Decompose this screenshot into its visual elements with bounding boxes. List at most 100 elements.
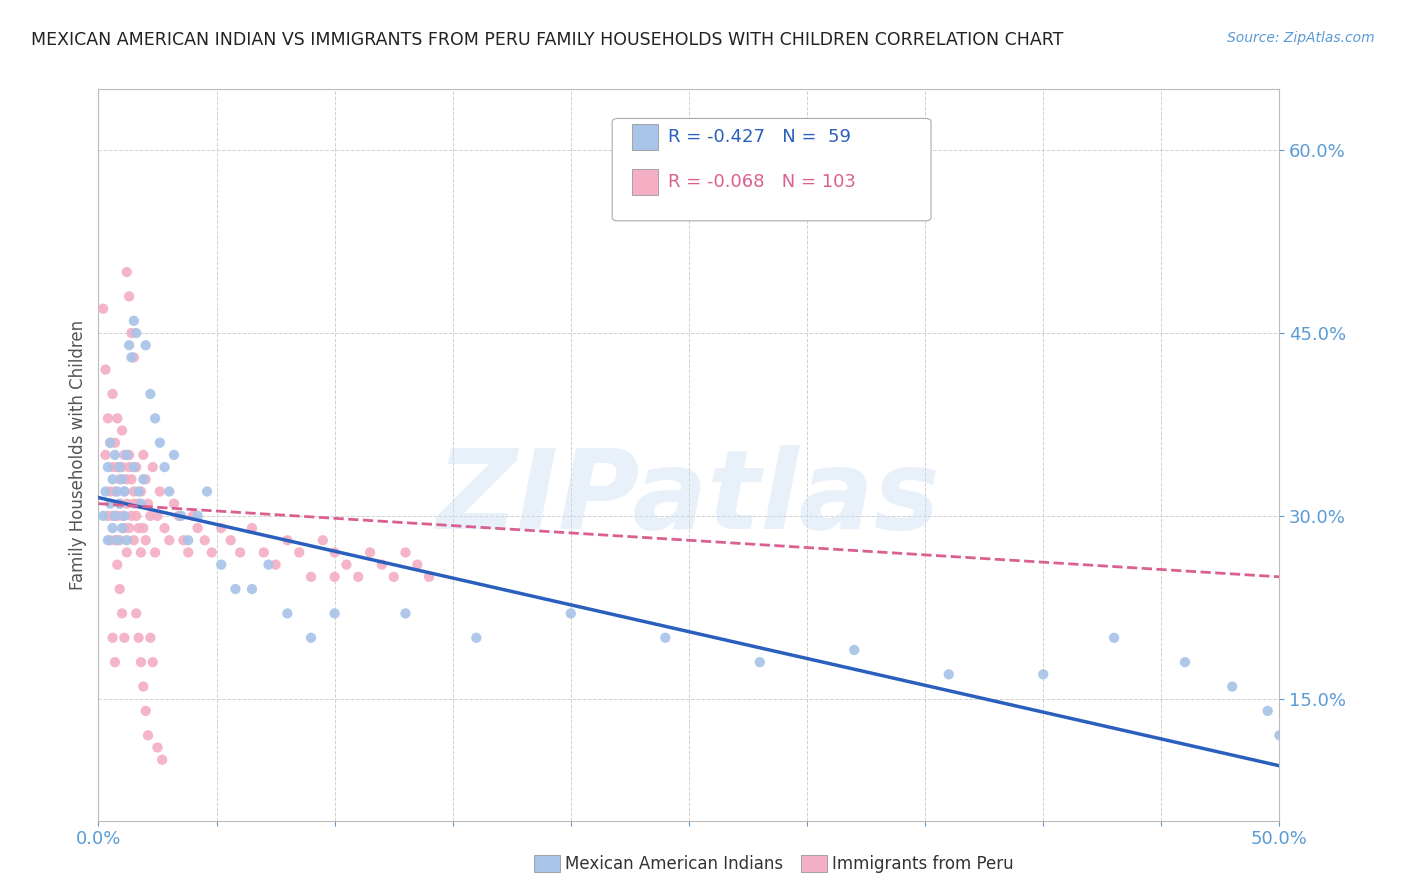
Point [240,521,263,535]
Text: Mexican American Indians: Mexican American Indians [565,855,783,873]
Point [118,448,141,462]
Point [112,448,135,462]
Point [122,314,145,328]
Point [125,326,148,340]
Point [149,435,172,450]
Point [111,508,134,523]
Point [394,607,416,621]
Point [115,545,138,559]
Point [194,533,217,548]
Point [157,533,180,548]
Point [98,435,121,450]
Point [105,460,128,475]
Point [101,472,124,486]
Point [128,521,150,535]
Point [139,631,162,645]
Point [104,508,127,523]
Point [125,508,148,523]
Point [195,484,218,499]
Point [128,631,150,645]
Point [288,545,311,559]
Point [112,484,135,499]
Point [115,497,138,511]
Point [129,497,152,511]
Point [122,497,145,511]
Point [108,533,131,548]
Point [136,497,159,511]
Point [135,533,157,548]
Point [299,570,322,584]
Point [150,753,173,767]
Point [125,607,148,621]
Point [276,607,298,621]
Point [115,448,138,462]
Point [111,472,134,486]
Point [121,472,143,486]
Point [91,508,114,523]
Point [418,570,440,584]
Point [101,631,124,645]
Point [1032,667,1054,681]
Point [98,533,121,548]
Point [122,351,145,365]
Point [105,484,128,499]
Point [1257,704,1279,718]
Point [177,545,200,559]
Point [135,338,157,352]
Point [938,667,960,681]
Point [104,448,127,462]
Point [654,631,676,645]
Point [108,497,131,511]
Point [112,484,135,499]
Point [146,740,169,755]
Point [323,607,346,621]
Point [224,582,246,596]
Text: R = -0.427   N =  59: R = -0.427 N = 59 [668,128,851,145]
Point [111,460,134,475]
Point [108,582,131,596]
Point [172,533,194,548]
Point [105,411,128,425]
Point [139,508,162,523]
Point [118,338,141,352]
Point [209,521,232,535]
Point [143,411,166,425]
Point [105,558,128,572]
Point [122,460,145,475]
Point [98,497,121,511]
Point [163,448,186,462]
Point [1102,631,1125,645]
Point [359,545,381,559]
Point [153,521,176,535]
Point [347,570,370,584]
Point [104,655,127,669]
Point [108,497,131,511]
Point [132,680,155,694]
Point [115,533,138,548]
Point [101,387,124,401]
Point [312,533,335,548]
Point [209,558,232,572]
Point [111,424,134,438]
Text: ZIPatlas: ZIPatlas [437,445,941,552]
Point [91,301,114,316]
Point [132,448,155,462]
Point [142,460,165,475]
Point [135,472,157,486]
Point [201,545,224,559]
Point [108,460,131,475]
Point [323,570,346,584]
Point [105,508,128,523]
Point [187,521,209,535]
Point [115,265,138,279]
Point [98,435,121,450]
Point [118,289,141,303]
Point [129,655,152,669]
Point [111,521,134,535]
Point [94,484,117,499]
Point [121,326,143,340]
Point [112,508,135,523]
Point [94,448,117,462]
Point [135,704,157,718]
Point [118,521,141,535]
